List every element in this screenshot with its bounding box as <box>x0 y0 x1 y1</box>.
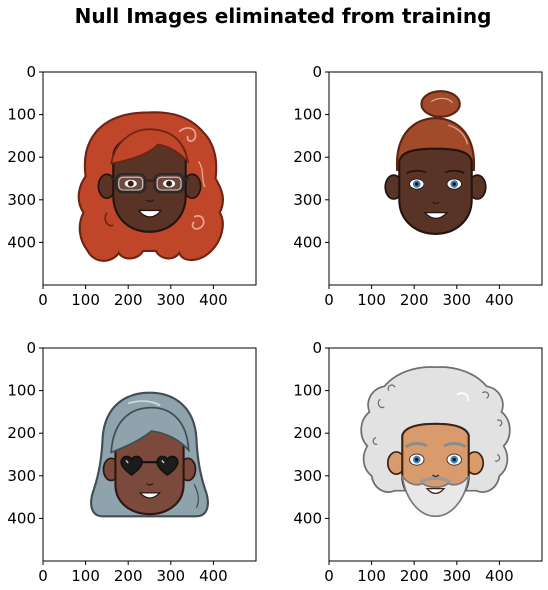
x-tick-label: 100 <box>357 567 386 585</box>
figure-title: Null Images eliminated from training <box>74 4 492 28</box>
subplot-bottom-left: 0 100 200 300 400 0 100 200 300 400 <box>7 339 257 585</box>
subplot-bottom-right: 0 100 200 300 400 0 100 200 300 400 <box>293 339 543 585</box>
x-tick-label: 0 <box>38 291 48 309</box>
x-tick-label: 0 <box>324 291 334 309</box>
subplot-top-right: 0 100 200 300 400 0 100 200 300 400 <box>293 63 543 309</box>
x-tick-label: 200 <box>114 567 143 585</box>
y-tick-label: 400 <box>7 509 36 527</box>
x-tick-label: 400 <box>485 567 514 585</box>
y-tick-label: 400 <box>293 509 322 527</box>
y-tick-label: 200 <box>293 424 322 442</box>
y-tick-label: 400 <box>293 233 322 251</box>
x-tick-label: 300 <box>442 567 471 585</box>
x-tick-label: 400 <box>485 291 514 309</box>
y-tick-label: 100 <box>293 382 322 400</box>
x-tick-label: 300 <box>156 291 185 309</box>
avatar-gray-hair-heart-sunglasses <box>90 391 209 518</box>
x-tick-label: 100 <box>71 567 100 585</box>
y-tick-label: 0 <box>312 339 322 357</box>
x-tick-label: 100 <box>71 291 100 309</box>
x-tick-label: 200 <box>400 291 429 309</box>
y-tick-label: 100 <box>7 106 36 124</box>
y-tick-label: 400 <box>7 233 36 251</box>
y-tick-label: 300 <box>293 467 322 485</box>
x-tick-label: 0 <box>324 567 334 585</box>
avatar-white-afro-beard <box>360 366 511 518</box>
y-tick-label: 300 <box>7 191 36 209</box>
x-tick-label: 100 <box>357 291 386 309</box>
axes-frame <box>328 71 543 286</box>
y-tick-label: 200 <box>7 424 36 442</box>
y-tick-label: 0 <box>312 63 322 81</box>
y-tick-label: 300 <box>293 191 322 209</box>
x-tick-label: 400 <box>199 567 228 585</box>
axes-frame <box>42 347 257 562</box>
y-tick-label: 0 <box>26 339 36 357</box>
y-tick-label: 200 <box>293 148 322 166</box>
axes-frame <box>42 71 257 286</box>
avatar-red-curly-hair-glasses <box>77 111 224 262</box>
x-tick-label: 0 <box>38 567 48 585</box>
axes-frame <box>328 347 543 562</box>
x-tick-label: 200 <box>400 567 429 585</box>
x-tick-label: 200 <box>114 291 143 309</box>
y-tick-label: 100 <box>293 106 322 124</box>
y-tick-label: 100 <box>7 382 36 400</box>
avatar-auburn-bun-hair <box>384 90 487 235</box>
y-tick-label: 0 <box>26 63 36 81</box>
y-tick-label: 300 <box>7 467 36 485</box>
subplot-top-left: 0 100 200 300 400 0 100 200 300 400 <box>7 63 257 309</box>
x-tick-label: 400 <box>199 291 228 309</box>
y-tick-label: 200 <box>7 148 36 166</box>
x-tick-label: 300 <box>442 291 471 309</box>
x-tick-label: 300 <box>156 567 185 585</box>
